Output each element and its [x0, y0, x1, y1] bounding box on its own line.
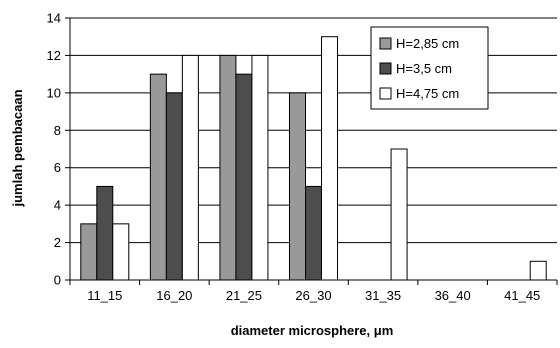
y-axis-title: jumlah pembacaan	[10, 89, 25, 207]
y-tick-label: 6	[54, 160, 61, 175]
bar-31_35-series-3	[390, 148, 408, 281]
bar-16_20-series-3	[181, 54, 199, 281]
bar-16_20-series-1	[149, 73, 167, 281]
y-tick-label: 12	[47, 48, 61, 63]
bar-21_25-series-3	[251, 54, 269, 281]
y-tick-label: 8	[54, 123, 61, 138]
bar-11_15-series-2	[96, 185, 114, 281]
y-tick-label: 10	[47, 85, 61, 100]
x-axis-title: diameter microsphere, μm	[231, 323, 394, 338]
y-tick-label: 4	[54, 198, 61, 213]
legend-label-1: H=2,85 cm	[396, 36, 459, 51]
legend: H=2,85 cm H=3,5 cm H=4,75 cm	[370, 26, 489, 110]
bar-21_25-series-1	[219, 54, 237, 281]
legend-label-2: H=3,5 cm	[396, 61, 452, 76]
bar-26_30-series-2	[305, 185, 322, 281]
bar-11_15-series-1	[80, 223, 98, 281]
legend-items: H=2,85 cm H=3,5 cm H=4,75 cm	[379, 36, 459, 101]
x-tick-label: 16_20	[156, 288, 192, 303]
bars	[80, 36, 547, 281]
axes	[65, 17, 558, 285]
y-tick-label: 14	[47, 11, 61, 26]
y-tick-label: 0	[54, 273, 61, 288]
legend-swatch-2	[379, 62, 392, 75]
bar-21_25-series-2	[235, 73, 253, 281]
x-tick-label: 31_35	[365, 288, 401, 303]
bar-16_20-series-2	[165, 92, 183, 281]
legend-swatch-1	[379, 37, 392, 50]
tick-labels: 0 2 4 6 8 10 12 14 11_15 16_20 21_25 26_30 31_35 36_4…	[47, 11, 541, 304]
bar-41_45-series-3	[529, 260, 547, 281]
x-tick-label: 36_40	[435, 288, 471, 303]
x-tick-label: 11_15	[87, 288, 122, 303]
x-tick-label: 26_30	[295, 288, 331, 303]
legend-label-3: H=4,75 cm	[396, 86, 459, 101]
bar-26_30-series-3	[321, 36, 338, 281]
y-tick-label: 2	[54, 235, 61, 250]
x-tick-label: 41_45	[504, 288, 540, 303]
bar-11_15-series-3	[112, 223, 130, 281]
bar-26_30-series-1	[289, 92, 306, 281]
x-tick-label: 21_25	[226, 288, 262, 303]
legend-swatch-3	[379, 87, 392, 100]
